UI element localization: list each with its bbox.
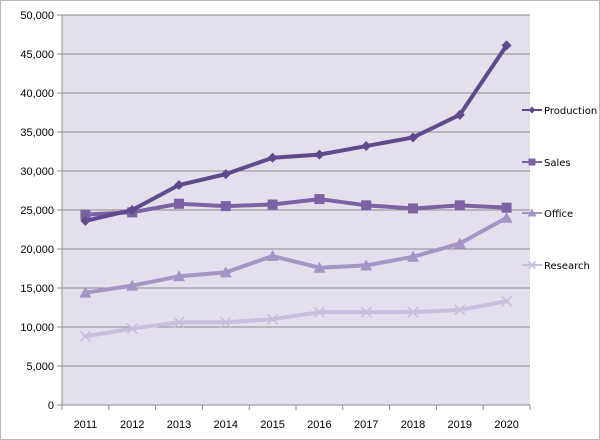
legend-label: Sales xyxy=(544,158,571,169)
x-marker-stroke xyxy=(173,316,185,328)
square-marker xyxy=(314,194,325,205)
y-tick-label: 30,000 xyxy=(20,166,54,178)
series-layer xyxy=(79,40,513,342)
series-line xyxy=(83,197,509,217)
x-marker xyxy=(454,304,466,316)
triangle-marker xyxy=(360,259,373,271)
x-marker xyxy=(360,306,372,318)
diamond-marker xyxy=(174,180,184,191)
y-tick-label: 50,000 xyxy=(20,10,54,22)
x-marker-stroke xyxy=(407,306,419,318)
x-marker xyxy=(407,306,419,318)
x-tick-label: 2013 xyxy=(167,419,191,431)
legend-item-sales: Sales xyxy=(522,158,571,169)
x-marker-stroke xyxy=(527,260,537,270)
y-tick-label: 10,000 xyxy=(20,322,54,334)
x-marker xyxy=(527,260,537,270)
x-tick-label: 2020 xyxy=(494,419,518,431)
x-axis-ticks: 2011 2012 2013 2014 2015 2016 2017 2018 2019 2020 xyxy=(61,405,531,431)
diamond-marker xyxy=(454,109,465,120)
square-marker xyxy=(220,201,231,212)
y-tick-label: 40,000 xyxy=(20,88,54,100)
legend-item-research: Research xyxy=(522,260,590,272)
x-tick-label: 2019 xyxy=(448,419,472,431)
x-marker-stroke xyxy=(454,304,466,316)
x-tick-label: 2014 xyxy=(214,419,238,431)
x-marker xyxy=(79,330,91,342)
diamond-marker xyxy=(267,152,278,163)
gridlines xyxy=(62,14,530,367)
legend-label: Research xyxy=(544,261,590,272)
x-marker xyxy=(501,295,513,307)
triangle-marker xyxy=(453,237,466,249)
y-tick-label: 20,000 xyxy=(20,244,54,256)
x-tick-label: 2017 xyxy=(354,419,378,431)
legend: Production Sales Office Research xyxy=(522,106,597,272)
triangle-marker xyxy=(219,266,232,278)
diamond-marker xyxy=(220,169,231,180)
series-research xyxy=(79,295,513,342)
series-line xyxy=(83,215,509,295)
diamond-marker xyxy=(408,132,418,143)
x-marker-stroke xyxy=(126,322,138,335)
triangle-marker xyxy=(500,211,513,223)
x-tick-label: 2018 xyxy=(401,419,425,431)
y-tick-label: 15,000 xyxy=(20,283,54,295)
x-marker-stroke xyxy=(313,306,325,318)
diamond-marker xyxy=(80,215,91,226)
triangle-marker xyxy=(79,286,92,298)
triangle-marker xyxy=(126,279,139,291)
x-tick-label: 2011 xyxy=(74,419,98,431)
square-marker xyxy=(454,200,465,211)
square-marker xyxy=(80,209,91,220)
y-tick-label: 45,000 xyxy=(20,49,54,61)
x-marker xyxy=(313,306,325,318)
series-line xyxy=(83,43,509,223)
diamond-marker xyxy=(361,141,372,152)
triangle-marker xyxy=(173,270,185,282)
triangle-marker xyxy=(407,250,419,262)
square-marker xyxy=(408,203,418,214)
x-marker-stroke xyxy=(220,316,232,328)
diamond-marker xyxy=(528,106,536,114)
square-marker xyxy=(174,198,184,209)
legend-label: Production xyxy=(544,106,597,117)
x-marker xyxy=(126,322,138,335)
diamond-marker xyxy=(314,149,325,160)
triangle-marker xyxy=(313,261,326,273)
series-line xyxy=(83,299,509,339)
legend-item-office: Office xyxy=(522,208,573,220)
diamond-marker xyxy=(501,40,512,51)
x-marker-stroke xyxy=(501,295,513,307)
y-tick-label: 25,000 xyxy=(20,205,54,217)
x-marker xyxy=(173,316,185,328)
series-office xyxy=(79,211,513,298)
y-axis-ticks: 0 5,000 10,000 15,000 20,000 25,000 30,000 35,0… xyxy=(20,10,62,412)
square-marker xyxy=(501,202,512,213)
series-production xyxy=(80,40,512,226)
x-marker-stroke xyxy=(267,313,279,325)
x-tick-label: 2016 xyxy=(307,419,331,431)
y-tick-label: 35,000 xyxy=(20,127,54,139)
x-tick-label: 2015 xyxy=(260,419,284,431)
triangle-marker xyxy=(527,208,537,217)
y-tick-label: 0 xyxy=(48,400,54,412)
triangle-marker xyxy=(266,250,279,262)
legend-item-production: Production xyxy=(522,106,597,117)
square-marker xyxy=(267,199,278,210)
legend-label: Office xyxy=(544,209,573,220)
x-marker-stroke xyxy=(79,330,91,342)
x-marker xyxy=(267,313,279,325)
square-marker xyxy=(361,200,372,211)
x-tick-label: 2012 xyxy=(120,419,144,431)
x-marker xyxy=(220,316,232,328)
y-tick-label: 5,000 xyxy=(26,361,54,373)
square-marker xyxy=(528,158,536,166)
x-marker-stroke xyxy=(360,306,372,318)
diamond-marker xyxy=(127,205,138,215)
